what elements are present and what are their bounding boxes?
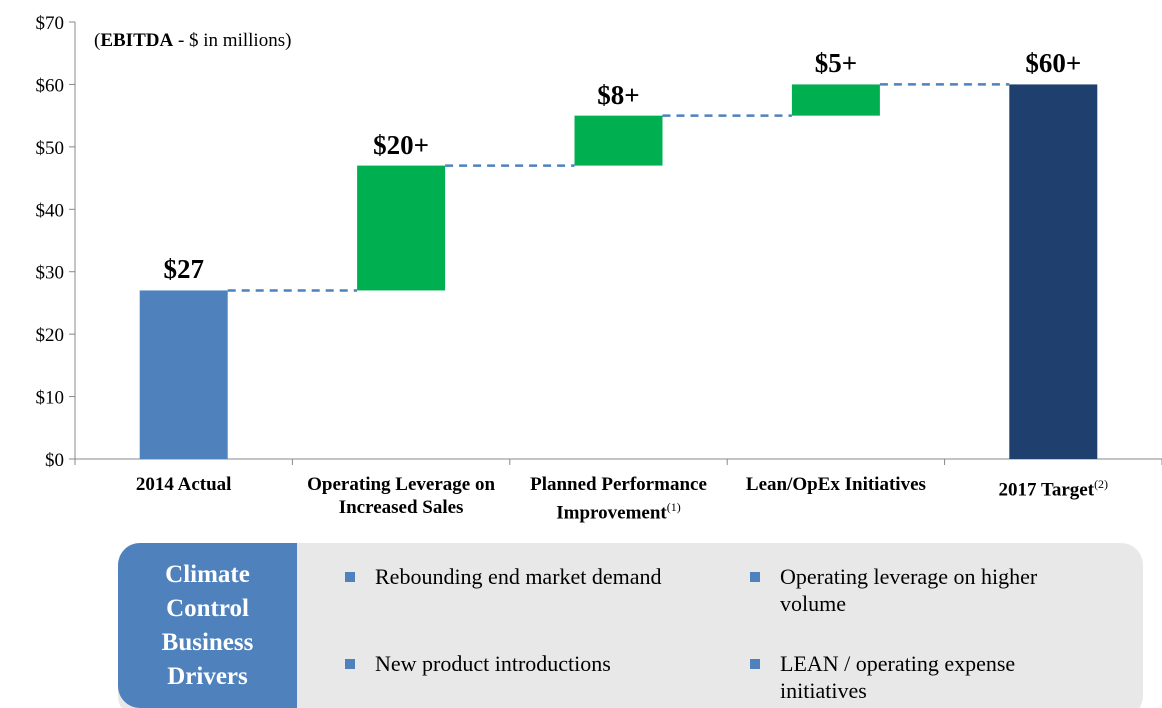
- value-label: $20+: [373, 129, 430, 160]
- category-name: 2017 Target: [998, 479, 1095, 501]
- x-tick-label: 2014 Actual: [76, 473, 292, 496]
- value-label: $8+: [597, 79, 640, 110]
- y-tick-label: $20: [36, 325, 65, 346]
- footnote-mark: (1): [666, 500, 681, 514]
- footnote-mark: (2): [1094, 477, 1109, 491]
- driver-item: LEAN / operating expense initiatives: [750, 650, 1080, 704]
- value-label: $5+: [814, 48, 858, 79]
- category-name: 2014 Actual: [135, 474, 232, 495]
- value-label: $27: [163, 254, 204, 285]
- chart-note: (EBITDA - $ in millions): [94, 30, 291, 51]
- driver-item: New product introductions: [345, 650, 675, 677]
- note-part: - $ in millions): [173, 30, 291, 51]
- x-tick-label: Planned Performance Improvement(1): [511, 473, 727, 524]
- chart: (EBITDA - $ in millions) $0 $10 $20 $30 $40 $…: [36, 13, 1162, 471]
- x-tick-label: Operating Leverage on Increased Sales: [293, 473, 509, 519]
- drivers-title: Climate Control Business Drivers: [118, 543, 297, 708]
- y-tick-label: $30: [36, 263, 65, 284]
- bar: [574, 115, 663, 166]
- y-tick-label: $40: [36, 200, 65, 221]
- y-tick-label: $0: [45, 450, 64, 471]
- note-part: (: [94, 30, 100, 51]
- bar: [357, 165, 446, 291]
- bar: [791, 84, 880, 116]
- bar: [1009, 84, 1098, 459]
- x-tick-label: Lean/OpEx Initiatives: [728, 473, 944, 496]
- bar: [139, 290, 228, 459]
- y-tick-label: $70: [36, 13, 65, 34]
- note-part: EBITDA: [100, 30, 173, 51]
- x-tick-label: 2017 Target(2): [945, 473, 1161, 501]
- value-label: $60+: [1025, 48, 1082, 79]
- category-name: Operating Leverage on Increased Sales: [307, 474, 496, 518]
- driver-item: Operating leverage on higher volume: [750, 563, 1080, 617]
- category-name: Planned Performance Improvement: [530, 474, 707, 524]
- y-tick-label: $60: [36, 75, 65, 96]
- y-tick-label: $50: [36, 138, 65, 159]
- y-tick-label: $10: [36, 388, 65, 409]
- driver-item: Rebounding end market demand: [345, 563, 675, 590]
- category-name: Lean/OpEx Initiatives: [745, 474, 926, 495]
